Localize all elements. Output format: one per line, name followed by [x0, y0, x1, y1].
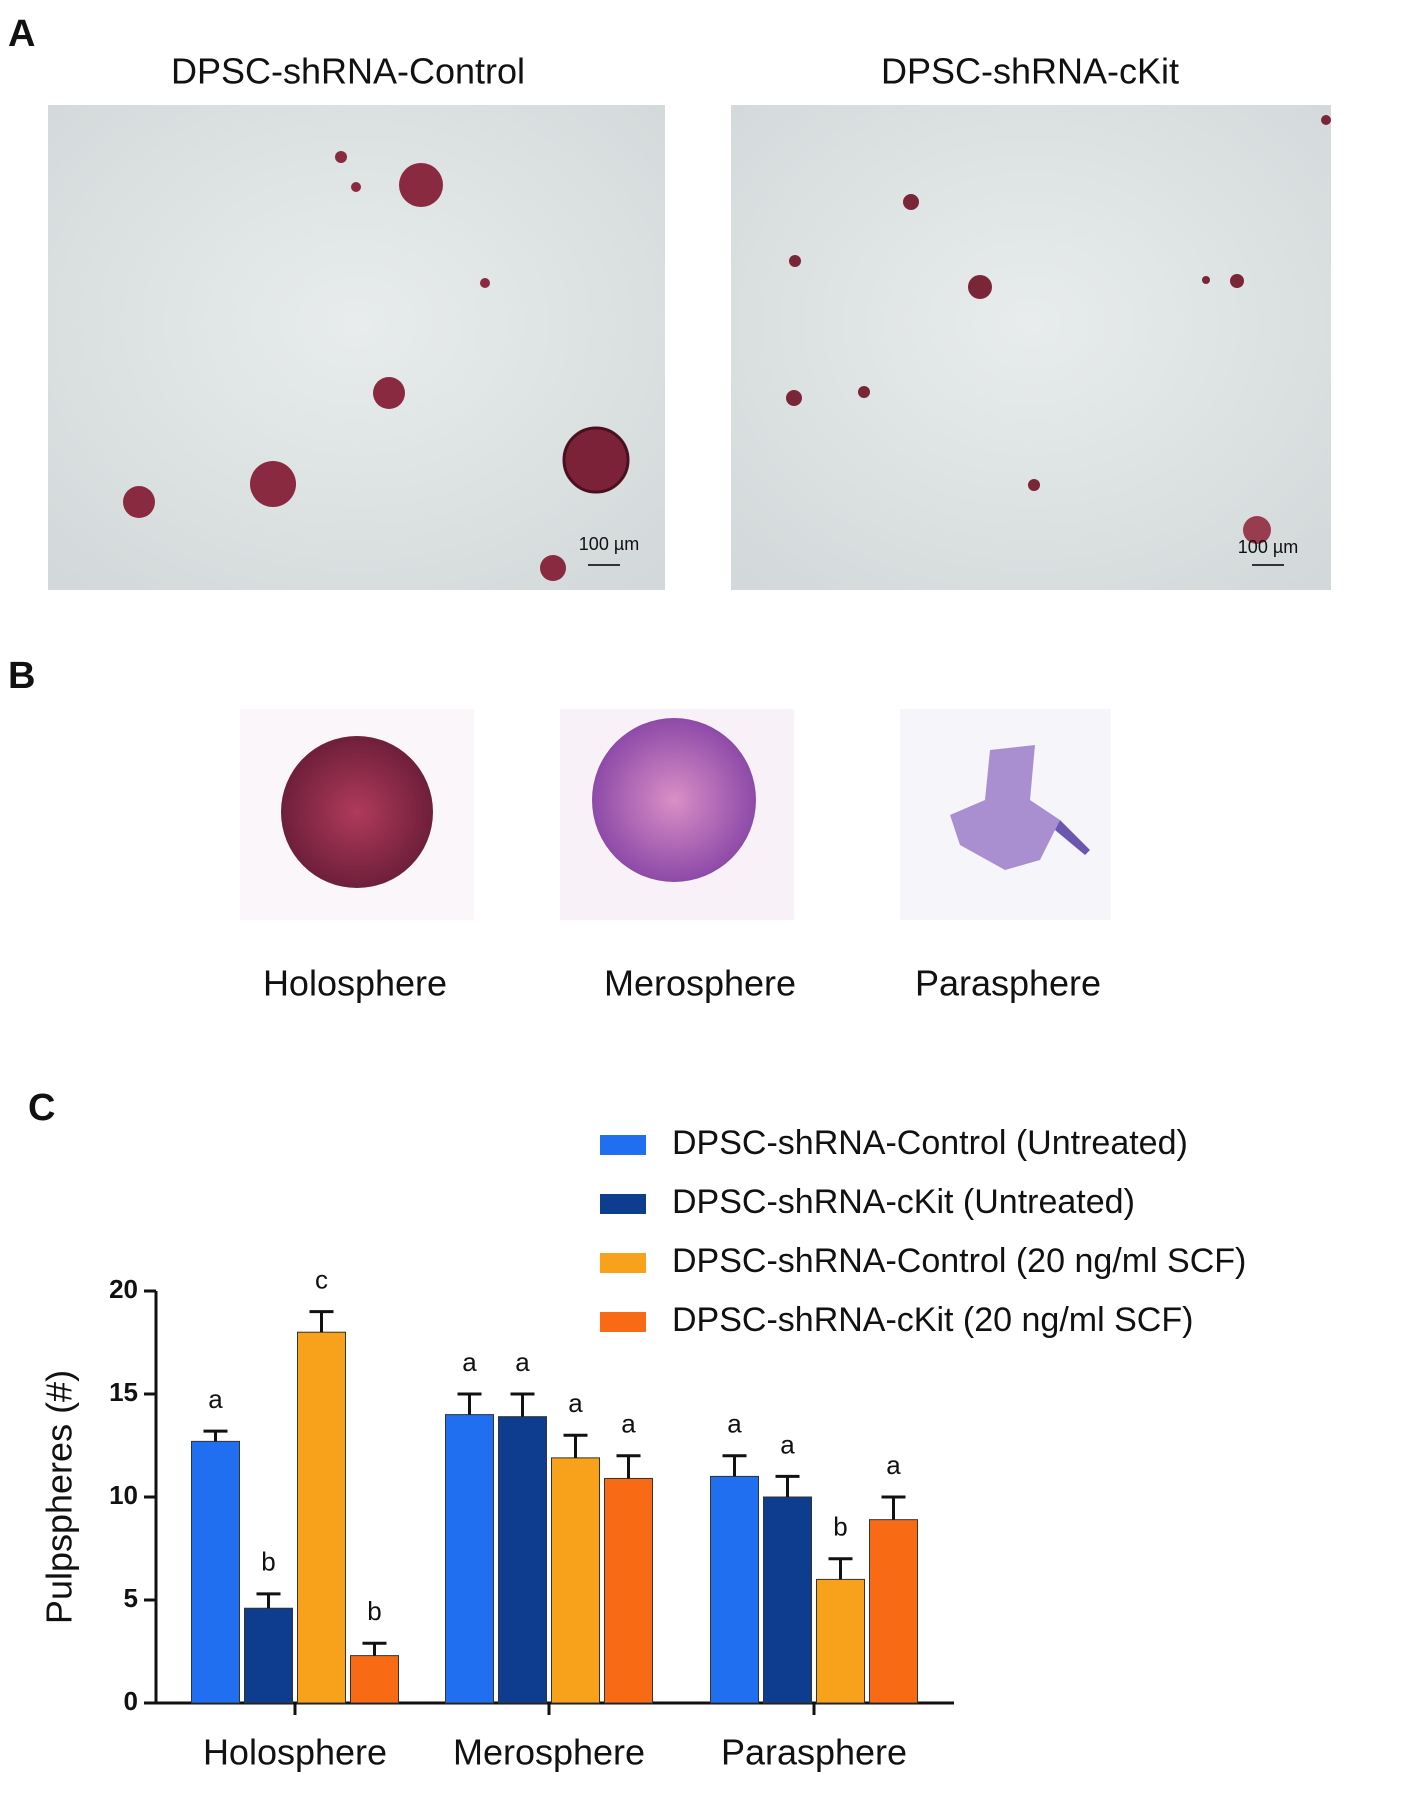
bar — [445, 1414, 494, 1704]
error-bar — [203, 1429, 228, 1442]
bar — [244, 1607, 293, 1704]
significance-letter: a — [621, 1409, 636, 1439]
significance-letter: b — [833, 1512, 847, 1542]
y-tick-label: 20 — [109, 1274, 138, 1304]
bar — [604, 1477, 653, 1704]
sphere-label: Merosphere — [604, 963, 796, 1004]
bar — [297, 1331, 346, 1704]
legend-label: DPSC-shRNA-Control (Untreated) — [672, 1124, 1188, 1162]
significance-letter: a — [780, 1429, 795, 1459]
significance-letter: a — [727, 1409, 742, 1439]
scale-bar-label: 100 µm — [1238, 537, 1298, 557]
scale-bar-label: 100 µm — [579, 534, 639, 554]
panel-letter: A — [8, 13, 35, 55]
bar — [763, 1496, 812, 1704]
bar — [816, 1578, 865, 1704]
significance-letter: b — [367, 1596, 381, 1626]
micrograph: 100 µm — [731, 105, 1331, 590]
sphere-image — [240, 709, 474, 920]
significance-letter: a — [568, 1388, 583, 1418]
bar — [551, 1457, 600, 1704]
panel-letter: B — [8, 655, 35, 697]
x-tick-label: Holosphere — [203, 1732, 387, 1773]
error-bar — [828, 1557, 853, 1580]
sphere-image — [900, 709, 1111, 920]
error-bar — [722, 1454, 747, 1477]
bar — [710, 1475, 759, 1704]
x-tick-label: Merosphere — [453, 1732, 645, 1773]
image-title: DPSC-shRNA-cKit — [881, 51, 1179, 92]
error-bar — [881, 1495, 906, 1520]
bar — [498, 1416, 547, 1704]
error-bar — [563, 1433, 588, 1458]
legend-label: DPSC-shRNA-cKit (Untreated) — [672, 1183, 1135, 1221]
significance-letter: b — [261, 1547, 275, 1577]
legend-swatch — [600, 1312, 646, 1332]
y-axis-label: Pulpspheres (#) — [39, 1370, 80, 1624]
sphere-label: Holosphere — [263, 963, 447, 1004]
significance-letter: c — [315, 1264, 328, 1294]
bar — [191, 1440, 240, 1704]
bar — [869, 1519, 918, 1704]
significance-letter: a — [886, 1450, 901, 1480]
y-tick-label: 0 — [124, 1686, 138, 1716]
significance-letter: a — [515, 1347, 530, 1377]
legend-swatch — [600, 1253, 646, 1273]
error-bar — [362, 1641, 387, 1656]
error-bar — [256, 1592, 281, 1609]
legend-label: DPSC-shRNA-cKit (20 ng/ml SCF) — [672, 1301, 1193, 1339]
significance-letter: a — [462, 1347, 477, 1377]
error-bar — [775, 1474, 800, 1497]
chart: 0 5 10 15 20 Holosphere a b c b Merosphere a a a a Para… — [109, 1124, 1246, 1773]
error-bar — [616, 1454, 641, 1479]
image-title: DPSC-shRNA-Control — [171, 51, 525, 92]
legend-label: DPSC-shRNA-Control (20 ng/ml SCF) — [672, 1242, 1246, 1280]
y-tick-label: 15 — [109, 1377, 138, 1407]
significance-letter: a — [208, 1384, 223, 1414]
y-tick-label: 5 — [124, 1583, 138, 1613]
y-tick-label: 10 — [109, 1480, 138, 1510]
error-bar — [309, 1310, 334, 1333]
sphere-label: Parasphere — [915, 963, 1101, 1004]
x-tick-label: Parasphere — [721, 1732, 907, 1773]
legend-swatch — [600, 1135, 646, 1155]
micrograph: 100 µm — [48, 105, 665, 590]
legend-swatch — [600, 1194, 646, 1214]
bar — [350, 1655, 399, 1704]
error-bar — [510, 1392, 535, 1417]
sphere-image — [560, 709, 794, 920]
error-bar — [457, 1392, 482, 1415]
panel-letter: C — [28, 1087, 55, 1129]
